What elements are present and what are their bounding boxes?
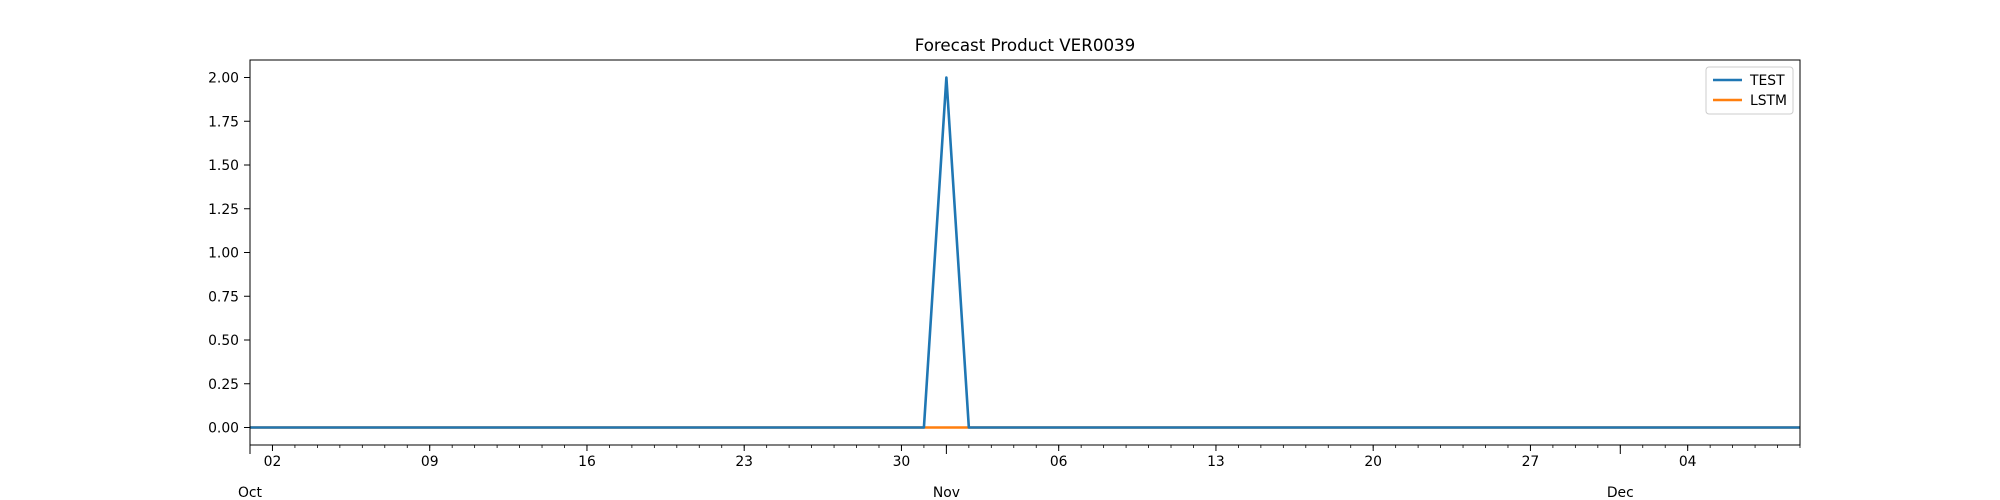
- y-tick-label: 1.25: [208, 202, 239, 218]
- x-tick-label: 27: [1522, 454, 1540, 470]
- x-tick-label: 02: [264, 454, 282, 470]
- y-tick-label: 0.25: [208, 377, 239, 393]
- x-tick-label: 16: [578, 454, 596, 470]
- x-tick-label: 20: [1364, 454, 1382, 470]
- y-axis: 0.00 0.25 0.50 0.75 1.00 1.25 1.50 1.75 2.00: [208, 71, 250, 437]
- x-month-label: Nov: [933, 485, 960, 500]
- x-tick-label: 09: [421, 454, 439, 470]
- x-axis: 02 09 16 23 30 06 13 20 27 04 Oct Nov Dec: [238, 445, 1801, 500]
- x-tick-label: 04: [1679, 454, 1697, 470]
- x-tick-label: 13: [1207, 454, 1225, 470]
- series-line-test: [250, 76, 1800, 429]
- x-tick-label: 23: [735, 454, 753, 470]
- y-tick-label: 1.75: [208, 114, 239, 130]
- y-tick-label: 0.50: [208, 333, 239, 349]
- chart-title: Forecast Product VER0039: [915, 35, 1136, 55]
- y-tick-label: 1.00: [208, 246, 239, 262]
- y-tick-label: 0.00: [208, 421, 239, 437]
- legend-label-test: TEST: [1749, 73, 1785, 89]
- plot-series: [250, 76, 1800, 429]
- legend-label-lstm: LSTM: [1750, 93, 1787, 109]
- x-tick-label: 30: [893, 454, 911, 470]
- y-tick-label: 2.00: [208, 71, 239, 87]
- legend: TEST LSTM: [1705, 66, 1794, 115]
- x-month-label: Oct: [238, 485, 263, 500]
- y-tick-label: 1.50: [208, 158, 239, 174]
- x-month-label: Dec: [1607, 485, 1634, 500]
- y-tick-label: 0.75: [208, 289, 239, 305]
- plot-frame: [249, 59, 1801, 446]
- x-tick-label: 06: [1050, 454, 1068, 470]
